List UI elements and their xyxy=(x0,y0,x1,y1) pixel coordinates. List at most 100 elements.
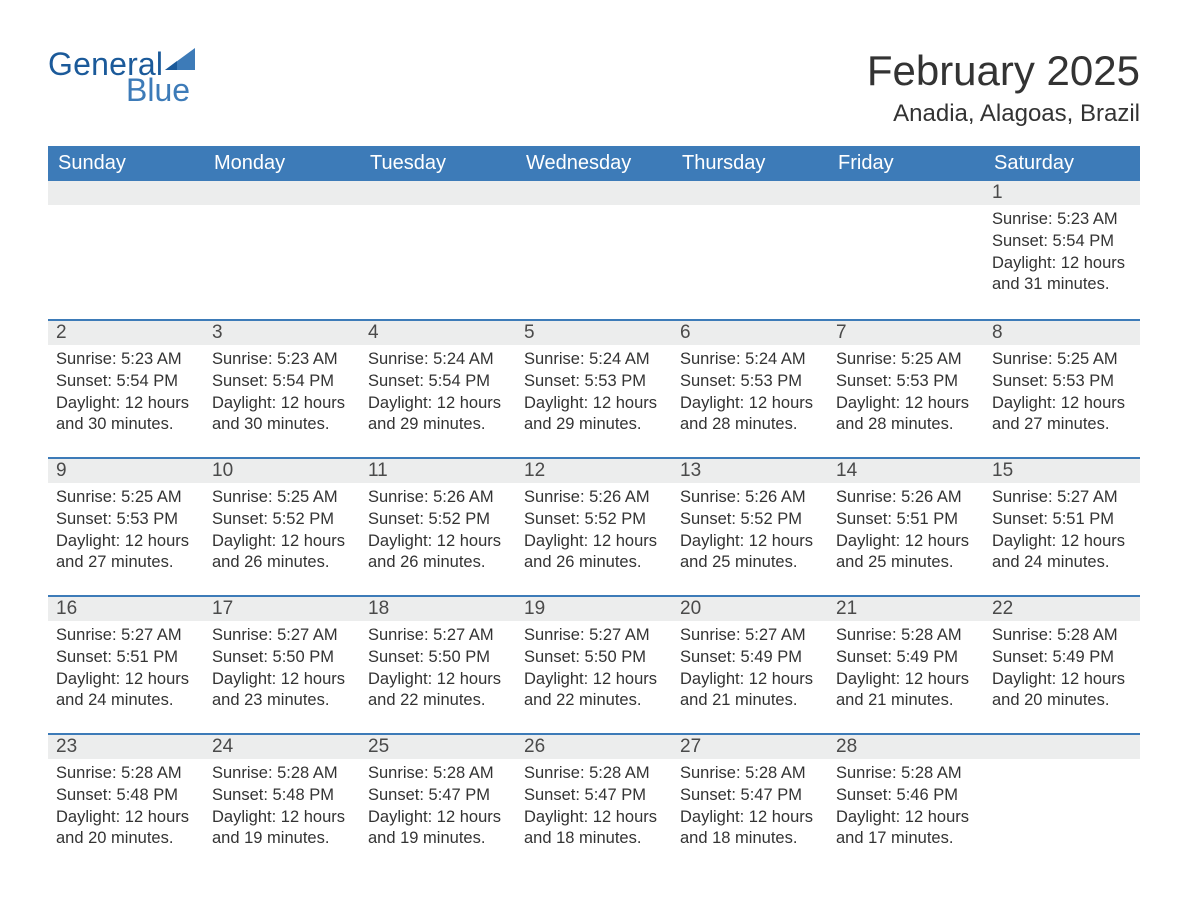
page-header: General Blue February 2025 Anadia, Alago… xyxy=(48,48,1140,128)
sunset-line: Sunset: 5:53 PM xyxy=(524,371,666,393)
daylight-line-1: Daylight: 12 hours xyxy=(368,807,510,829)
sunrise-line: Sunrise: 5:24 AM xyxy=(368,349,510,371)
day-details: Sunrise: 5:27 AMSunset: 5:50 PMDaylight:… xyxy=(516,621,672,718)
weeks-container: 1Sunrise: 5:23 AMSunset: 5:54 PMDaylight… xyxy=(48,181,1140,871)
sunset-line: Sunset: 5:53 PM xyxy=(836,371,978,393)
daylight-line-1: Daylight: 12 hours xyxy=(368,393,510,415)
day-number: 20 xyxy=(672,598,701,620)
daylight-line-2: and 20 minutes. xyxy=(56,828,198,850)
daylight-line-1: Daylight: 12 hours xyxy=(992,253,1134,275)
day-details: Sunrise: 5:26 AMSunset: 5:52 PMDaylight:… xyxy=(516,483,672,580)
daylight-line-2: and 26 minutes. xyxy=(524,552,666,574)
day-number-bar: 22 xyxy=(984,597,1140,621)
sunrise-line: Sunrise: 5:28 AM xyxy=(56,763,198,785)
sunrise-line: Sunrise: 5:23 AM xyxy=(992,209,1134,231)
calendar-day-cell: 21Sunrise: 5:28 AMSunset: 5:49 PMDayligh… xyxy=(828,597,984,733)
day-number-bar: 17 xyxy=(204,597,360,621)
day-number-bar: 26 xyxy=(516,735,672,759)
calendar-week-row: 16Sunrise: 5:27 AMSunset: 5:51 PMDayligh… xyxy=(48,595,1140,733)
day-number-bar xyxy=(360,181,516,205)
calendar-page: General Blue February 2025 Anadia, Alago… xyxy=(0,0,1188,918)
day-number-bar: 24 xyxy=(204,735,360,759)
daylight-line-1: Daylight: 12 hours xyxy=(212,393,354,415)
calendar-day-cell: 3Sunrise: 5:23 AMSunset: 5:54 PMDaylight… xyxy=(204,321,360,457)
calendar-day-cell xyxy=(204,181,360,319)
day-number-bar: 10 xyxy=(204,459,360,483)
day-number: 18 xyxy=(360,598,389,620)
sunrise-line: Sunrise: 5:27 AM xyxy=(992,487,1134,509)
day-number-bar: 5 xyxy=(516,321,672,345)
daylight-line-2: and 26 minutes. xyxy=(212,552,354,574)
weekday-header: Wednesday xyxy=(516,146,672,181)
day-number: 13 xyxy=(672,460,701,482)
day-details: Sunrise: 5:26 AMSunset: 5:52 PMDaylight:… xyxy=(672,483,828,580)
day-details: Sunrise: 5:27 AMSunset: 5:50 PMDaylight:… xyxy=(204,621,360,718)
day-number: 8 xyxy=(984,322,1003,344)
calendar-day-cell: 12Sunrise: 5:26 AMSunset: 5:52 PMDayligh… xyxy=(516,459,672,595)
sunset-line: Sunset: 5:52 PM xyxy=(368,509,510,531)
daylight-line-1: Daylight: 12 hours xyxy=(680,807,822,829)
daylight-line-1: Daylight: 12 hours xyxy=(680,531,822,553)
daylight-line-1: Daylight: 12 hours xyxy=(56,807,198,829)
day-details: Sunrise: 5:23 AMSunset: 5:54 PMDaylight:… xyxy=(48,345,204,442)
sunset-line: Sunset: 5:47 PM xyxy=(524,785,666,807)
calendar-day-cell: 17Sunrise: 5:27 AMSunset: 5:50 PMDayligh… xyxy=(204,597,360,733)
sunrise-line: Sunrise: 5:28 AM xyxy=(368,763,510,785)
day-details: Sunrise: 5:28 AMSunset: 5:49 PMDaylight:… xyxy=(984,621,1140,718)
day-number-bar: 18 xyxy=(360,597,516,621)
day-number: 2 xyxy=(48,322,67,344)
day-number-bar: 16 xyxy=(48,597,204,621)
day-number: 12 xyxy=(516,460,545,482)
daylight-line-2: and 19 minutes. xyxy=(212,828,354,850)
day-number: 21 xyxy=(828,598,857,620)
day-number: 3 xyxy=(204,322,223,344)
sunrise-line: Sunrise: 5:28 AM xyxy=(836,763,978,785)
sunset-line: Sunset: 5:51 PM xyxy=(992,509,1134,531)
calendar-grid: Sunday Monday Tuesday Wednesday Thursday… xyxy=(48,146,1140,871)
daylight-line-1: Daylight: 12 hours xyxy=(836,669,978,691)
sunset-line: Sunset: 5:53 PM xyxy=(680,371,822,393)
calendar-day-cell: 20Sunrise: 5:27 AMSunset: 5:49 PMDayligh… xyxy=(672,597,828,733)
day-number-bar: 1 xyxy=(984,181,1140,205)
day-details: Sunrise: 5:27 AMSunset: 5:49 PMDaylight:… xyxy=(672,621,828,718)
daylight-line-1: Daylight: 12 hours xyxy=(212,807,354,829)
calendar-week-row: 9Sunrise: 5:25 AMSunset: 5:53 PMDaylight… xyxy=(48,457,1140,595)
calendar-day-cell: 13Sunrise: 5:26 AMSunset: 5:52 PMDayligh… xyxy=(672,459,828,595)
day-details: Sunrise: 5:27 AMSunset: 5:51 PMDaylight:… xyxy=(984,483,1140,580)
sunrise-line: Sunrise: 5:27 AM xyxy=(524,625,666,647)
sunset-line: Sunset: 5:47 PM xyxy=(680,785,822,807)
calendar-day-cell: 10Sunrise: 5:25 AMSunset: 5:52 PMDayligh… xyxy=(204,459,360,595)
sunset-line: Sunset: 5:54 PM xyxy=(212,371,354,393)
day-number: 4 xyxy=(360,322,379,344)
day-details: Sunrise: 5:23 AMSunset: 5:54 PMDaylight:… xyxy=(984,205,1140,302)
daylight-line-1: Daylight: 12 hours xyxy=(368,669,510,691)
day-details: Sunrise: 5:23 AMSunset: 5:54 PMDaylight:… xyxy=(204,345,360,442)
day-number-bar: 25 xyxy=(360,735,516,759)
daylight-line-1: Daylight: 12 hours xyxy=(836,393,978,415)
day-number-bar: 8 xyxy=(984,321,1140,345)
day-details: Sunrise: 5:28 AMSunset: 5:46 PMDaylight:… xyxy=(828,759,984,856)
calendar-day-cell: 26Sunrise: 5:28 AMSunset: 5:47 PMDayligh… xyxy=(516,735,672,871)
daylight-line-2: and 27 minutes. xyxy=(992,414,1134,436)
calendar-day-cell: 19Sunrise: 5:27 AMSunset: 5:50 PMDayligh… xyxy=(516,597,672,733)
day-number-bar xyxy=(204,181,360,205)
sunrise-line: Sunrise: 5:23 AM xyxy=(56,349,198,371)
day-number-bar: 15 xyxy=(984,459,1140,483)
day-number-bar: 9 xyxy=(48,459,204,483)
daylight-line-2: and 28 minutes. xyxy=(836,414,978,436)
day-number: 7 xyxy=(828,322,847,344)
day-number: 25 xyxy=(360,736,389,758)
day-details: Sunrise: 5:25 AMSunset: 5:53 PMDaylight:… xyxy=(984,345,1140,442)
sunset-line: Sunset: 5:48 PM xyxy=(212,785,354,807)
sunrise-line: Sunrise: 5:23 AM xyxy=(212,349,354,371)
sunset-line: Sunset: 5:53 PM xyxy=(992,371,1134,393)
sunrise-line: Sunrise: 5:26 AM xyxy=(524,487,666,509)
title-block: February 2025 Anadia, Alagoas, Brazil xyxy=(867,48,1140,128)
daylight-line-1: Daylight: 12 hours xyxy=(524,531,666,553)
sunrise-line: Sunrise: 5:27 AM xyxy=(680,625,822,647)
sunset-line: Sunset: 5:47 PM xyxy=(368,785,510,807)
sunrise-line: Sunrise: 5:26 AM xyxy=(836,487,978,509)
daylight-line-1: Daylight: 12 hours xyxy=(836,531,978,553)
day-details: Sunrise: 5:24 AMSunset: 5:53 PMDaylight:… xyxy=(672,345,828,442)
sunrise-line: Sunrise: 5:25 AM xyxy=(992,349,1134,371)
